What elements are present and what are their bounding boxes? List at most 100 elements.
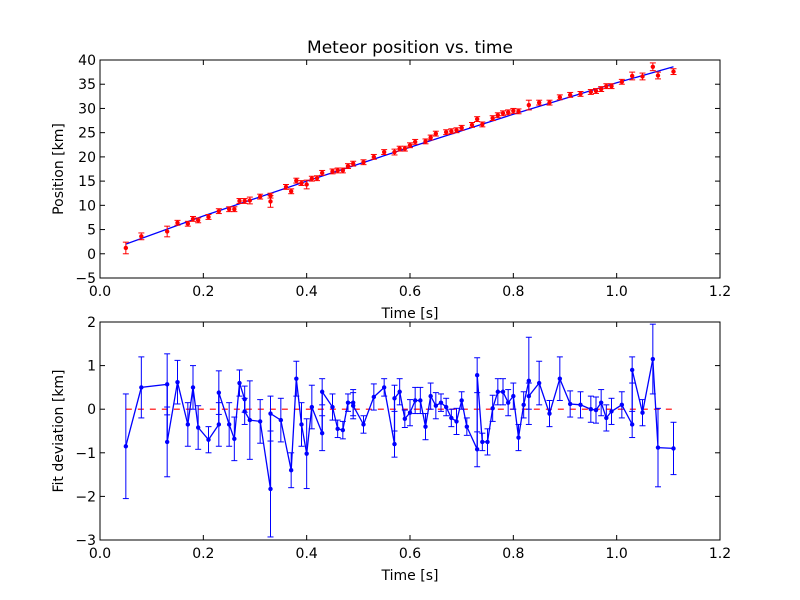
position-marker — [511, 108, 516, 114]
position-point — [215, 208, 222, 215]
deviation-marker — [371, 394, 377, 400]
position-marker — [428, 135, 433, 140]
position-marker — [237, 198, 242, 204]
deviation-marker — [139, 385, 144, 390]
position-point — [536, 99, 543, 106]
position-point — [603, 83, 610, 90]
position-xlabel: Time [s] — [381, 306, 439, 322]
deviation-marker — [474, 447, 480, 452]
position-point — [164, 225, 171, 238]
position-marker — [175, 220, 180, 225]
deviation-marker — [232, 436, 237, 442]
position-point — [246, 196, 253, 205]
deviation-marker — [195, 425, 201, 430]
position-point — [283, 184, 289, 190]
deviation-marker — [288, 468, 294, 473]
position-marker — [216, 208, 222, 214]
position-point — [577, 90, 584, 97]
deviation-marker — [428, 393, 433, 399]
position-marker — [480, 122, 485, 127]
position-point — [670, 68, 677, 76]
deviation-marker — [474, 372, 480, 378]
position-point — [618, 78, 625, 85]
deviation-marker — [392, 441, 397, 447]
position-point — [257, 193, 264, 200]
position-point — [515, 108, 522, 115]
position-point — [458, 124, 465, 131]
position-ticks: 0.0 0.2 0.4 0.6 0.8 1.0 1.2 −5 0 5 10 15 20 25 30 35 40 — [75, 53, 731, 300]
deviation-marker — [567, 401, 573, 407]
deviation-marker — [340, 427, 346, 433]
deviation-marker — [557, 376, 563, 381]
position-marker — [139, 234, 144, 239]
deviation-marker — [619, 402, 625, 408]
position-point — [329, 168, 336, 175]
position-marker — [588, 89, 594, 95]
position-point — [505, 109, 512, 116]
position-ytick-label: 0 — [87, 247, 96, 263]
position-marker — [257, 194, 263, 199]
position-marker — [593, 88, 599, 94]
position-panel: Meteor position vs. time 0.0 0.2 0.4 0.6 0.8… — [51, 38, 731, 322]
deviation-marker — [319, 389, 325, 394]
deviation-marker — [268, 486, 273, 492]
position-marker — [268, 193, 273, 198]
position-point — [231, 206, 238, 213]
deviation-marker — [242, 396, 247, 402]
position-point — [334, 167, 341, 174]
position-point — [195, 217, 202, 224]
position-ytick-label: 10 — [78, 198, 96, 214]
deviation-ytick-label: −3 — [75, 533, 96, 549]
position-marker — [304, 182, 309, 187]
deviation-marker — [464, 424, 470, 429]
deviation-marker — [345, 400, 351, 405]
deviation-xtick-label: 0.0 — [89, 546, 111, 562]
position-marker — [195, 218, 201, 223]
position-point — [174, 219, 181, 226]
position-xtick-label: 0.2 — [192, 284, 214, 300]
position-point — [401, 145, 408, 152]
position-marker — [655, 73, 661, 78]
deviation-marker — [671, 446, 676, 451]
position-marker — [516, 109, 521, 114]
deviation-marker — [547, 411, 552, 416]
deviation-marker — [164, 382, 170, 387]
position-ytick-label: 15 — [78, 174, 96, 190]
position-ytick-label: 30 — [78, 101, 96, 117]
position-ytick-label: −5 — [75, 271, 96, 287]
deviation-ytick-label: −1 — [75, 446, 96, 462]
position-point — [427, 134, 434, 141]
position-point — [432, 130, 439, 137]
position-point — [407, 142, 413, 149]
deviation-marker — [418, 398, 423, 403]
position-marker — [469, 122, 475, 128]
position-marker — [598, 86, 604, 92]
position-xtick-label: 0.6 — [399, 284, 421, 300]
position-point — [412, 138, 419, 145]
position-point — [479, 121, 486, 128]
position-ytick-label: 20 — [78, 150, 96, 166]
position-point — [598, 86, 605, 92]
deviation-marker — [650, 356, 656, 362]
position-marker — [526, 102, 532, 108]
deviation-marker — [485, 439, 490, 445]
deviation-marker — [185, 422, 191, 427]
deviation-marker — [593, 407, 599, 413]
deviation-marker — [629, 422, 635, 427]
position-point — [525, 99, 532, 111]
deviation-axes-frame — [99, 321, 721, 541]
position-title: Meteor position vs. time — [307, 38, 513, 58]
position-point — [350, 160, 357, 167]
deviation-marker — [335, 426, 340, 432]
deviation-marker — [190, 385, 196, 390]
deviation-marker — [361, 422, 366, 427]
position-marker — [226, 207, 232, 212]
deviation-marker — [242, 409, 247, 414]
deviation-marker — [609, 409, 614, 414]
position-marker — [268, 199, 273, 204]
position-marker — [371, 154, 377, 160]
position-marker — [650, 64, 656, 69]
position-marker — [288, 189, 294, 194]
deviation-xtick-label: 0.4 — [296, 546, 318, 562]
